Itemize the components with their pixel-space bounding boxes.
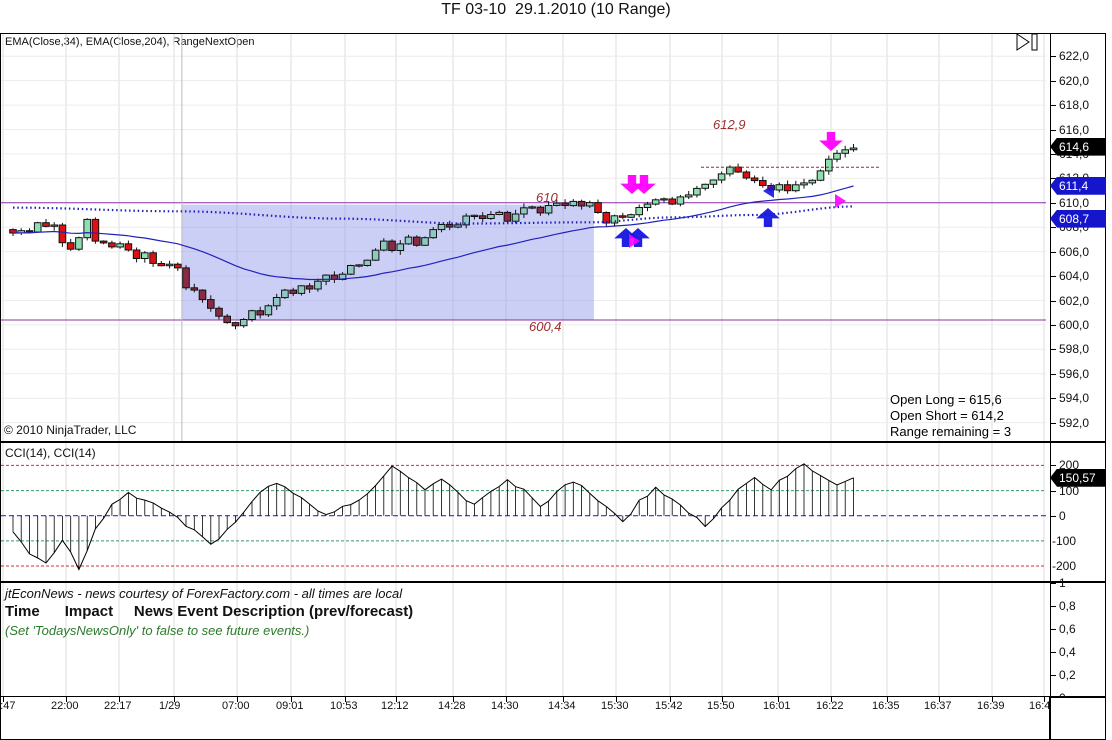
svg-text:CCI(14), CCI(14): CCI(14), CCI(14) xyxy=(5,446,96,460)
svg-text:612,9: 612,9 xyxy=(713,117,746,132)
svg-text:600,4: 600,4 xyxy=(529,319,562,334)
svg-text:610: 610 xyxy=(536,190,558,205)
